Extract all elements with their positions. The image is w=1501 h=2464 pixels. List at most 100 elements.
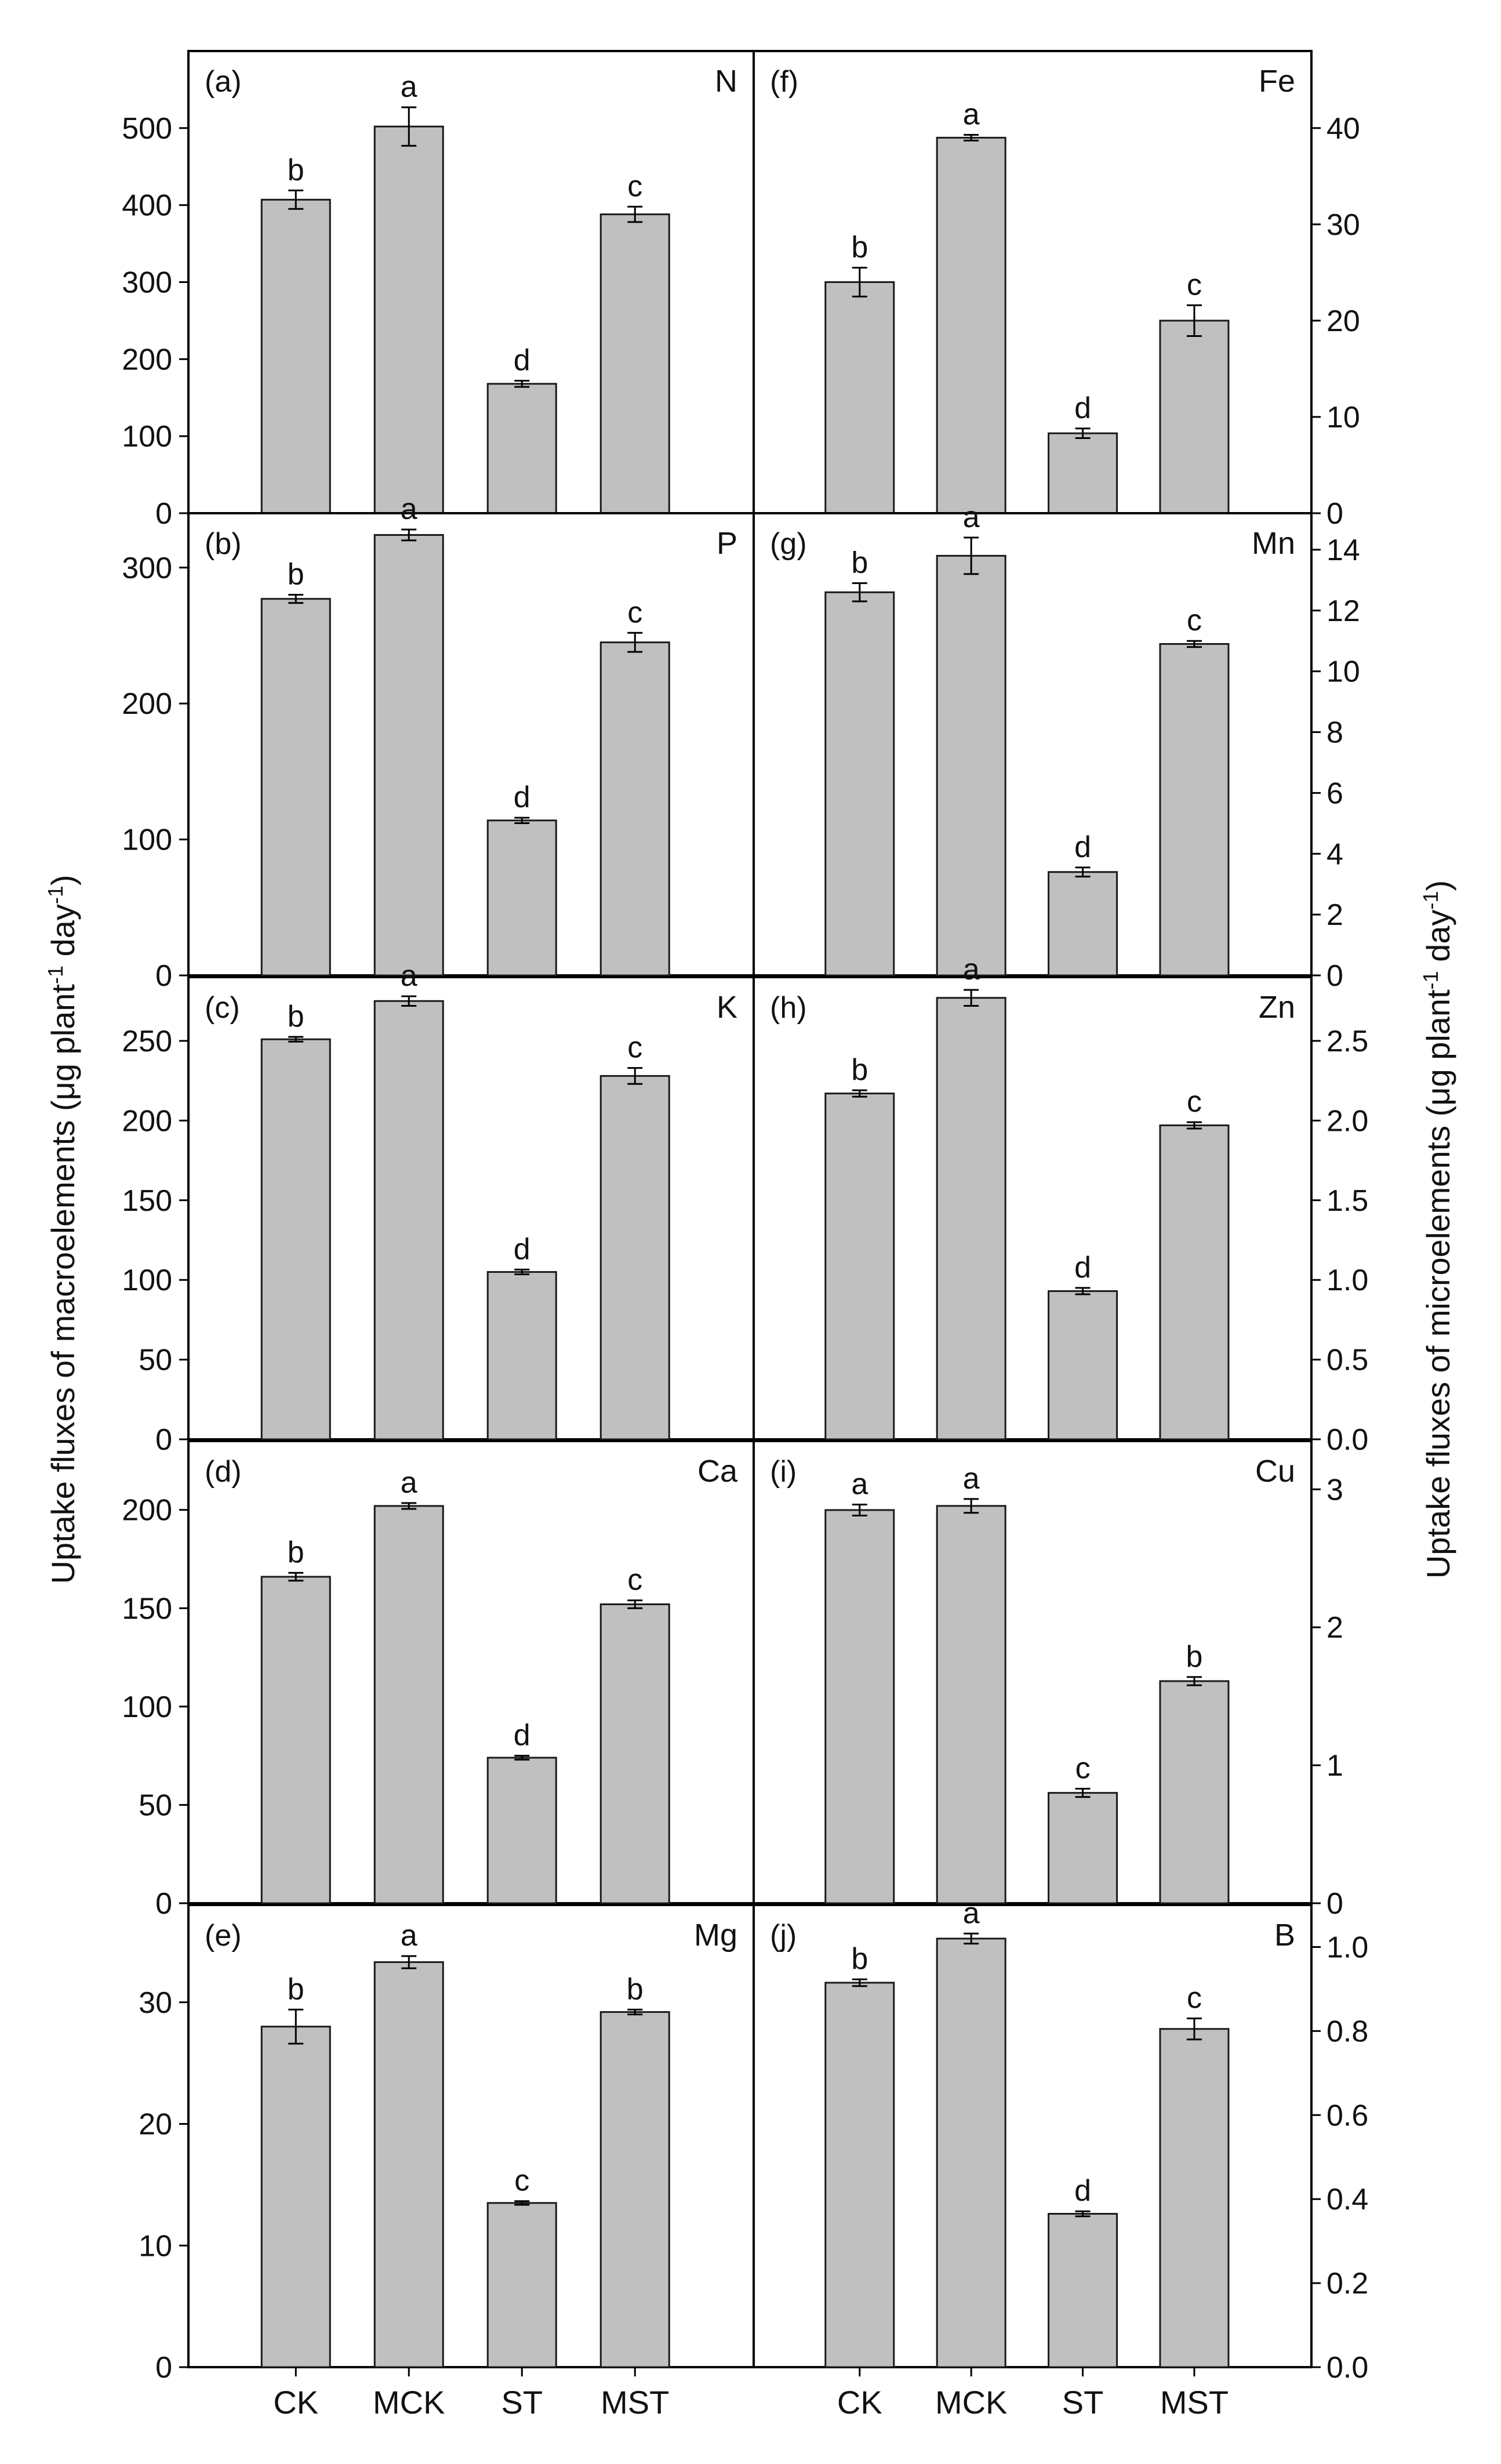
y-tick-label: 0.2	[1326, 2267, 1368, 2300]
significance-letter: b	[288, 153, 304, 187]
bar-f-mst	[1159, 320, 1230, 514]
bar-d-mck	[373, 1505, 444, 1904]
y-tick-label: 20	[139, 2108, 172, 2142]
y-tick-label: 3	[1326, 1473, 1343, 1507]
significance-letter: a	[963, 1462, 980, 1496]
bar-i-mst	[1159, 1680, 1230, 1904]
bar-d-st	[486, 1757, 557, 1904]
significance-letter: b	[288, 1536, 304, 1569]
panel-label: (i)	[770, 1455, 797, 1489]
right-axis-title-superscript: -1	[1419, 891, 1442, 909]
bar-g-st	[1048, 871, 1118, 977]
left-axis-title-part: )	[45, 874, 81, 886]
bar-a-ck	[260, 198, 331, 514]
panel-label: (j)	[770, 1919, 797, 1953]
y-tick-label: 6	[1326, 776, 1343, 810]
bar-j-mck	[936, 1937, 1006, 2368]
element-label: Fe	[1259, 64, 1295, 99]
significance-letter: d	[1074, 1251, 1091, 1284]
bar-b-mst	[599, 641, 670, 977]
y-tick-label: 8	[1326, 716, 1343, 750]
bar-f-ck	[824, 281, 895, 514]
y-tick-label: 0.5	[1326, 1344, 1368, 1377]
bar-g-ck	[824, 591, 895, 977]
bar-d-ck	[260, 1576, 331, 1904]
panel-frame	[753, 512, 1313, 977]
significance-letter: b	[1186, 1640, 1203, 1674]
bar-a-mst	[599, 213, 670, 514]
x-category-label: MCK	[373, 2384, 445, 2421]
element-label: Cu	[1255, 1454, 1295, 1489]
bar-j-st	[1048, 2213, 1118, 2368]
y-tick-label: 14	[1326, 534, 1360, 567]
bar-a-mck	[373, 125, 444, 514]
y-tick-label: 400	[122, 189, 172, 223]
y-tick-label: 0.4	[1326, 2183, 1368, 2216]
y-tick-label: 0.8	[1326, 2015, 1368, 2048]
significance-letter: c	[627, 169, 642, 203]
y-tick-label: 1.0	[1326, 1264, 1368, 1297]
y-tick-label: 200	[122, 1494, 172, 1527]
significance-letter: c	[1187, 1085, 1202, 1119]
element-label: Zn	[1259, 990, 1295, 1025]
x-category-label: ST	[501, 2384, 543, 2421]
y-tick-label: 2	[1326, 898, 1343, 932]
significance-letter: b	[851, 1942, 868, 1976]
y-tick-label: 0.6	[1326, 2099, 1368, 2132]
bar-c-ck	[260, 1038, 331, 1440]
bar-a-st	[486, 383, 557, 514]
significance-letter: a	[401, 1466, 417, 1500]
y-tick-label: 50	[139, 1344, 172, 1377]
significance-letter: c	[627, 1563, 642, 1597]
y-tick-label: 100	[122, 420, 172, 453]
left-axis-title-superscript: -1	[43, 886, 67, 904]
element-label: Ca	[697, 1454, 738, 1489]
x-category-label: MST	[601, 2384, 669, 2421]
left-axis-title-superscript: -1	[43, 966, 67, 984]
significance-letter: d	[1074, 2174, 1091, 2208]
bar-f-mck	[936, 136, 1006, 514]
y-tick-label: 0	[1326, 1887, 1343, 1921]
bar-f-st	[1048, 432, 1118, 514]
y-tick-label: 300	[122, 551, 172, 585]
y-tick-label: 1	[1326, 1749, 1343, 1783]
y-tick-label: 1.0	[1326, 1930, 1368, 1964]
y-tick-label: 0	[155, 959, 172, 993]
y-tick-label: 0	[155, 1887, 172, 1921]
left-axis-title: Uptake fluxes of macroelements (μg plant…	[43, 874, 82, 1584]
significance-letter: d	[1074, 391, 1091, 425]
y-tick-label: 200	[122, 1104, 172, 1138]
bar-e-mst	[599, 2011, 670, 2368]
significance-letter: c	[627, 1031, 642, 1065]
panel-label: (e)	[205, 1919, 242, 1953]
bar-d-mst	[599, 1603, 670, 1904]
significance-letter: b	[851, 546, 868, 580]
bar-b-ck	[260, 598, 331, 977]
y-tick-label: 150	[122, 1592, 172, 1625]
significance-letter: c	[1075, 1752, 1091, 1786]
significance-letter: a	[963, 953, 980, 986]
right-axis-title: Uptake fluxes of microelements (μg plant…	[1419, 880, 1457, 1578]
significance-letter: c	[1187, 268, 1202, 302]
bar-c-mst	[599, 1075, 670, 1440]
y-tick-label: 0	[155, 497, 172, 531]
y-tick-label: 100	[122, 1690, 172, 1724]
panel-b: b a d c 0 100 200 300 (b) P	[122, 492, 755, 993]
panel-j: b a d c 0.0 0.2 0.4 0.6 0.8 1.0 (j) B CK MCK ST MST	[753, 1896, 1368, 2421]
y-tick-label: 1.5	[1326, 1184, 1368, 1218]
x-category-label: CK	[273, 2384, 318, 2421]
y-tick-label: 2.5	[1326, 1025, 1368, 1058]
bar-h-ck	[824, 1093, 895, 1440]
bar-c-st	[486, 1271, 557, 1440]
significance-letter: d	[514, 1232, 530, 1266]
y-tick-label: 0	[1326, 959, 1343, 993]
significance-letter: a	[401, 1919, 417, 1953]
y-tick-label: 4	[1326, 837, 1343, 871]
right-axis-title-superscript: -1	[1419, 971, 1442, 989]
y-tick-label: 0.0	[1326, 1423, 1368, 1457]
bar-e-st	[486, 2202, 557, 2368]
y-tick-label: 200	[122, 343, 172, 376]
